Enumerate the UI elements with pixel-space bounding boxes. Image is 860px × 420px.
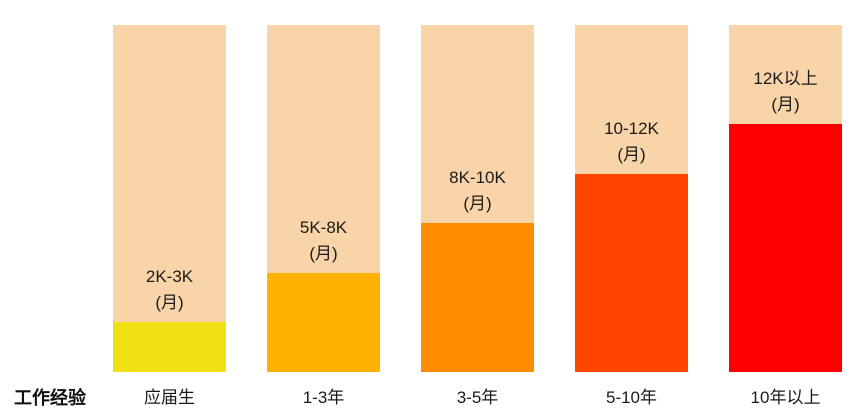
bar-label-5: 12K以上 (月) bbox=[729, 66, 842, 118]
bar-salary-range: 2K-3K bbox=[145, 267, 194, 287]
bar-salary-unit: (月) bbox=[309, 243, 338, 263]
bar-label-2: 5K-8K (月) bbox=[267, 215, 380, 267]
category-label-2: 1-3年 bbox=[302, 388, 345, 407]
bar-3 bbox=[421, 223, 534, 372]
x-axis-title: 工作经验 bbox=[14, 388, 86, 408]
bar-label-3: 8K-10K (月) bbox=[421, 165, 534, 217]
bar-5 bbox=[729, 124, 842, 372]
category-label-1: 应届生 bbox=[144, 388, 195, 407]
bar-label-4: 10-12K (月) bbox=[575, 116, 688, 168]
bar-salary-unit: (月) bbox=[771, 95, 800, 115]
category-label-3: 3-5年 bbox=[456, 388, 499, 407]
bar-label-1: 2K-3K (月) bbox=[113, 264, 226, 316]
bar-1 bbox=[113, 322, 226, 372]
bar-salary-unit: (月) bbox=[155, 293, 184, 313]
category-label-4: 5-10年 bbox=[605, 388, 658, 407]
category-label-5: 10年以上 bbox=[750, 388, 821, 407]
bar-4 bbox=[575, 173, 688, 372]
bar-salary-unit: (月) bbox=[617, 144, 646, 164]
bar-salary-range: 5K-8K bbox=[299, 217, 348, 237]
bar-salary-range: 12K以上 bbox=[753, 69, 818, 89]
bar-salary-range: 10-12K bbox=[604, 118, 659, 138]
bar-2 bbox=[267, 272, 380, 372]
bar-salary-range: 8K-10K bbox=[449, 168, 506, 188]
bar-salary-unit: (月) bbox=[463, 194, 492, 214]
bar-background-1 bbox=[113, 25, 226, 372]
